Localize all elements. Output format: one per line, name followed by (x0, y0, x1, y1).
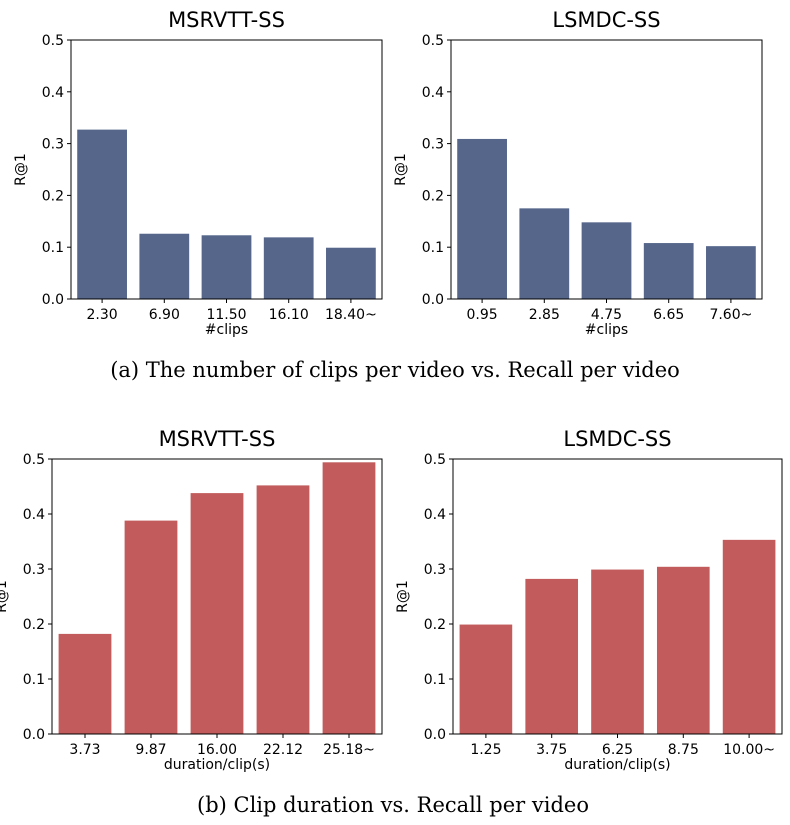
y-tick-label: 0.2 (422, 188, 444, 204)
x-tick-label: 8.75 (668, 742, 699, 758)
x-tick-label: 10.00~ (723, 742, 775, 758)
x-tick-label: 6.65 (653, 307, 684, 323)
y-tick-label: 0.0 (42, 292, 64, 308)
x-axis-label: #clips (205, 322, 248, 338)
bar-3 (256, 485, 310, 734)
chart-title: LSMDC-SS (552, 8, 660, 32)
y-tick-label: 0.0 (23, 727, 45, 743)
y-axis-label: R@1 (13, 153, 29, 186)
x-tick-label: 25.18~ (323, 742, 375, 758)
bar-4 (322, 462, 376, 734)
chart-lsmdc-duration: LSMDC-SS 1.25 3.75 6.25 8.75 10.00~ 0.0 0.1 0.2 0… (395, 427, 783, 773)
bar-2 (201, 235, 252, 299)
y-tick-label: 0.0 (422, 292, 444, 308)
chart-title: MSRVTT-SS (168, 8, 285, 32)
y-tick-label: 0.2 (42, 188, 64, 204)
bar-1 (525, 578, 579, 734)
bar-1 (124, 520, 178, 734)
chart-lsmdc-clips: LSMDC-SS 0.95 2.85 4.75 6.65 7.60~ 0.0 0.1 0.2 0.… (393, 8, 763, 338)
x-tick-label: 6.90 (149, 307, 180, 323)
bar-3 (656, 566, 710, 734)
bar-2 (581, 222, 632, 299)
x-tick-label: 3.75 (536, 742, 567, 758)
y-tick-label: 0.3 (422, 137, 444, 153)
bar-4 (722, 539, 776, 734)
plot-frame (51, 458, 383, 735)
y-tick-label: 0.5 (23, 452, 45, 468)
y-tick-label: 0.1 (424, 672, 446, 688)
bar-2 (591, 569, 644, 734)
bar-4 (326, 247, 376, 299)
x-tick-label: 2.30 (87, 307, 118, 323)
y-tick-label: 0.4 (23, 507, 45, 523)
plot-frame (452, 458, 783, 735)
bar-1 (519, 208, 570, 299)
y-tick-label: 0.5 (424, 452, 446, 468)
y-tick-label: 0.1 (23, 672, 45, 688)
bar-1 (139, 233, 190, 299)
x-tick-label: 18.40~ (325, 307, 377, 323)
y-tick-label: 0.5 (42, 33, 64, 49)
chart-title: LSMDC-SS (563, 427, 671, 451)
y-tick-label: 0.4 (42, 85, 64, 101)
x-tick-label: 6.25 (602, 742, 633, 758)
bar-0 (77, 129, 127, 299)
y-tick-label: 0.4 (422, 85, 444, 101)
x-tick-label: 16.00 (197, 742, 237, 758)
y-tick-label: 0.0 (424, 727, 446, 743)
x-axis-label: duration/clip(s) (564, 757, 670, 773)
caption-a: (a) The number of clips per video vs. Re… (110, 358, 680, 382)
x-axis-label: duration/clip(s) (164, 757, 270, 773)
x-axis-label: #clips (585, 322, 628, 338)
chart-msrvtt-clips: MSRVTT-SS 2.30 6.90 11.50 16.10 18.40~ 0.0 0.1 0… (13, 8, 383, 338)
caption-b: (b) Clip duration vs. Recall per video (197, 793, 589, 817)
chart-title: MSRVTT-SS (159, 427, 276, 451)
x-tick-label: 1.25 (470, 742, 501, 758)
y-tick-label: 0.3 (424, 562, 446, 578)
x-tick-label: 22.12 (263, 742, 303, 758)
x-tick-label: 0.95 (467, 307, 498, 323)
y-tick-label: 0.3 (42, 137, 64, 153)
bar-2 (190, 493, 244, 734)
y-axis-label: R@1 (395, 580, 411, 613)
plot-frame (70, 39, 383, 300)
y-tick-label: 0.1 (422, 240, 444, 256)
y-axis-label: R@1 (393, 153, 409, 186)
y-tick-label: 0.5 (422, 33, 444, 49)
y-tick-label: 0.4 (424, 507, 446, 523)
x-tick-label: 3.73 (69, 742, 100, 758)
bar-4 (706, 246, 756, 299)
x-tick-label: 2.85 (529, 307, 560, 323)
bar-0 (58, 633, 112, 734)
y-tick-label: 0.1 (42, 240, 64, 256)
bar-0 (459, 624, 513, 734)
y-tick-label: 0.2 (23, 617, 45, 633)
y-tick-label: 0.2 (424, 617, 446, 633)
bar-3 (643, 243, 694, 299)
x-tick-label: 11.50 (206, 307, 246, 323)
y-axis-label: R@1 (0, 580, 10, 613)
bar-0 (457, 138, 507, 299)
x-tick-label: 4.75 (591, 307, 622, 323)
x-tick-label: 7.60~ (709, 307, 752, 323)
x-tick-label: 16.10 (269, 307, 309, 323)
x-tick-label: 9.87 (135, 742, 166, 758)
chart-msrvtt-duration: MSRVTT-SS 3.73 9.87 16.00 22.12 25.18~ 0.0 0.1 0… (0, 427, 383, 773)
bar-3 (263, 237, 314, 299)
y-tick-label: 0.3 (23, 562, 45, 578)
plot-frame (450, 39, 763, 300)
